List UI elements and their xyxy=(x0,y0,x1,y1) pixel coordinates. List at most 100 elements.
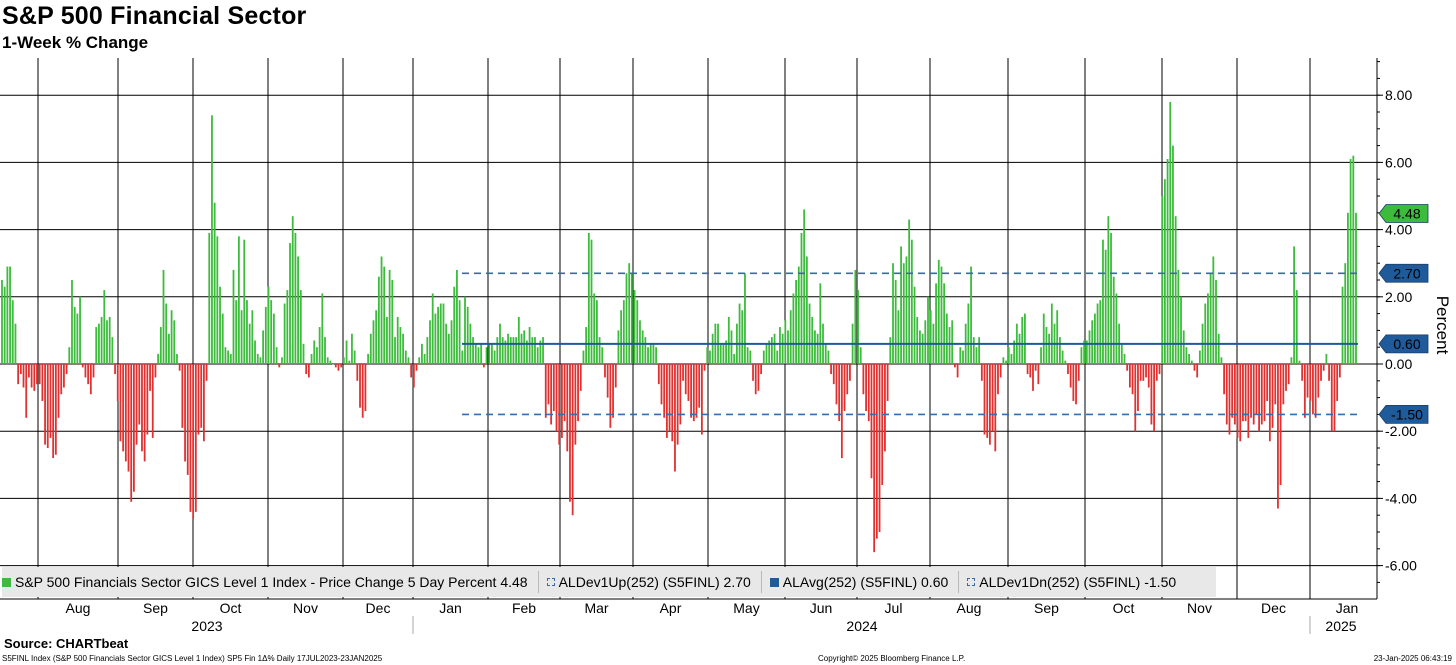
bar xyxy=(507,333,509,364)
bar xyxy=(814,330,816,364)
bar xyxy=(768,340,771,364)
bar xyxy=(114,364,116,375)
bar xyxy=(528,327,531,364)
legend-item-dev-up: ALDev1Up(252) (S5FINL) 2.70 xyxy=(546,574,751,590)
bar xyxy=(929,310,932,364)
bar xyxy=(835,364,838,405)
y-tick-label: -2.00 xyxy=(1385,423,1417,439)
x-tick-label: Dec xyxy=(366,600,391,616)
bar xyxy=(1215,280,1217,364)
bar xyxy=(1250,364,1252,418)
bar xyxy=(122,364,125,452)
bars xyxy=(1,101,1357,553)
bar xyxy=(889,337,892,364)
dashed-line-icon xyxy=(546,578,555,586)
bar xyxy=(1355,212,1357,364)
bar xyxy=(1180,296,1182,364)
bar xyxy=(415,364,418,371)
footer-copyright: Copyright© 2025 Bloomberg Finance L.P. xyxy=(818,654,966,663)
bar xyxy=(1013,340,1016,364)
bar xyxy=(1147,364,1150,388)
bar xyxy=(657,364,660,385)
legend-item-dev-down: ALDev1Dn(252) (S5FINL) -1.50 xyxy=(967,574,1176,590)
bar xyxy=(765,343,768,364)
bar xyxy=(192,364,195,519)
bar xyxy=(1239,364,1242,442)
bar xyxy=(757,364,760,391)
bar xyxy=(574,364,577,445)
bar xyxy=(41,364,44,401)
bar xyxy=(1072,364,1075,401)
bar xyxy=(919,330,921,364)
bar xyxy=(859,347,862,364)
bar xyxy=(628,263,631,364)
bar xyxy=(216,236,219,364)
x-year-label: 2023 xyxy=(191,618,222,634)
bar xyxy=(281,357,283,364)
y-tick-label: 4.00 xyxy=(1385,222,1412,238)
bar xyxy=(1061,350,1064,364)
bar xyxy=(1344,263,1347,364)
bar xyxy=(865,364,867,412)
bar xyxy=(956,364,959,378)
bar xyxy=(316,347,318,364)
bar xyxy=(875,364,878,539)
bar xyxy=(695,364,698,418)
bar xyxy=(1029,364,1032,378)
footer-index-info: S5FINL Index (S&P 500 Financials Sector … xyxy=(2,654,383,663)
bar xyxy=(991,364,994,432)
bar xyxy=(1301,364,1304,381)
bar xyxy=(727,316,730,364)
bar xyxy=(89,364,92,395)
bar xyxy=(999,364,1002,378)
bar xyxy=(512,337,515,364)
bar xyxy=(655,347,658,364)
bar xyxy=(636,300,639,364)
bar xyxy=(803,209,806,364)
bar xyxy=(65,364,68,375)
bar xyxy=(95,327,98,364)
bar xyxy=(477,347,480,364)
bar xyxy=(194,364,197,512)
legend-label: ALDev1Dn(252) (S5FINL) -1.50 xyxy=(979,574,1177,590)
bar xyxy=(421,343,423,364)
bar xyxy=(1050,303,1053,364)
bar xyxy=(450,320,453,364)
bar xyxy=(563,364,566,422)
bar xyxy=(44,364,46,445)
y-tick-label: -4.00 xyxy=(1385,490,1417,506)
bar xyxy=(68,347,71,364)
x-tick-label: Jun xyxy=(810,600,833,616)
bar xyxy=(138,364,141,425)
bar xyxy=(542,337,544,364)
y-tick-label: 8.00 xyxy=(1385,87,1412,103)
bar xyxy=(954,364,956,368)
bar xyxy=(256,353,259,364)
bar xyxy=(1026,364,1029,375)
bar xyxy=(1330,364,1333,432)
legend-divider xyxy=(958,571,960,593)
dashed-line-icon xyxy=(967,578,976,586)
bar xyxy=(698,364,701,408)
bar xyxy=(418,357,421,364)
bar xyxy=(719,343,722,364)
bar xyxy=(800,232,803,364)
bar xyxy=(902,263,905,364)
bar xyxy=(676,364,679,445)
bar xyxy=(1010,353,1013,364)
bar xyxy=(824,343,827,364)
bar xyxy=(601,347,604,364)
bar xyxy=(229,353,232,364)
bar xyxy=(1139,364,1142,381)
bar xyxy=(983,364,986,435)
bar xyxy=(143,364,146,462)
bar xyxy=(87,364,90,385)
bar xyxy=(935,283,937,364)
bar xyxy=(1005,360,1007,364)
x-tick-label: Jul xyxy=(885,600,903,616)
bar xyxy=(1048,333,1051,364)
bar xyxy=(647,347,649,364)
bar xyxy=(1137,364,1139,412)
bar xyxy=(517,316,520,364)
bar xyxy=(1207,293,1209,364)
